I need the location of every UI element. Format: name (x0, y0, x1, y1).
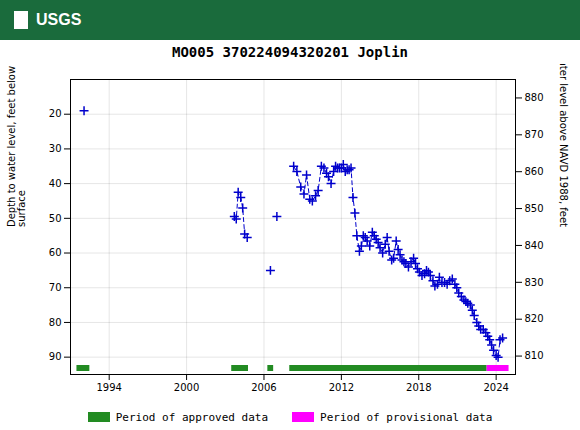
svg-text:870: 870 (525, 129, 544, 140)
svg-text:830: 830 (525, 277, 544, 288)
svg-text:850: 850 (525, 203, 544, 214)
svg-text:840: 840 (525, 240, 544, 251)
svg-text:Depth to water level, feet bel: Depth to water level, feet below landsur… (6, 64, 27, 227)
svg-text:Groundwater level above NAVD 1: Groundwater level above NAVD 1988, feet (558, 64, 569, 227)
svg-text:30: 30 (49, 143, 62, 154)
svg-text:2006: 2006 (251, 382, 276, 393)
svg-text:860: 860 (525, 166, 544, 177)
svg-text:70: 70 (49, 282, 62, 293)
svg-text:40: 40 (49, 178, 62, 189)
svg-text:2018: 2018 (406, 382, 431, 393)
svg-text:820: 820 (525, 313, 544, 324)
svg-text:810: 810 (525, 350, 544, 361)
html-text:MO005 370224094320201 Joplin: MO005 370224094320201 Joplin (172, 44, 408, 60)
svg-text:50: 50 (49, 213, 62, 224)
svg-text:2012: 2012 (329, 382, 354, 393)
svg-text:2000: 2000 (174, 382, 199, 393)
html-text:Period of provisional data: Period of provisional data (320, 410, 493, 424)
svg-text:60: 60 (49, 247, 62, 258)
html-text:USGS: USGS (36, 11, 82, 28)
svg-text:90: 90 (49, 351, 62, 362)
html-text:Period of approved data: Period of approved data (115, 410, 269, 424)
svg-text:1994: 1994 (96, 382, 121, 393)
svg-text:80: 80 (49, 317, 62, 328)
svg-text:880: 880 (525, 92, 544, 103)
svg-text:2024: 2024 (483, 382, 508, 393)
svg-text:20: 20 (49, 108, 62, 119)
